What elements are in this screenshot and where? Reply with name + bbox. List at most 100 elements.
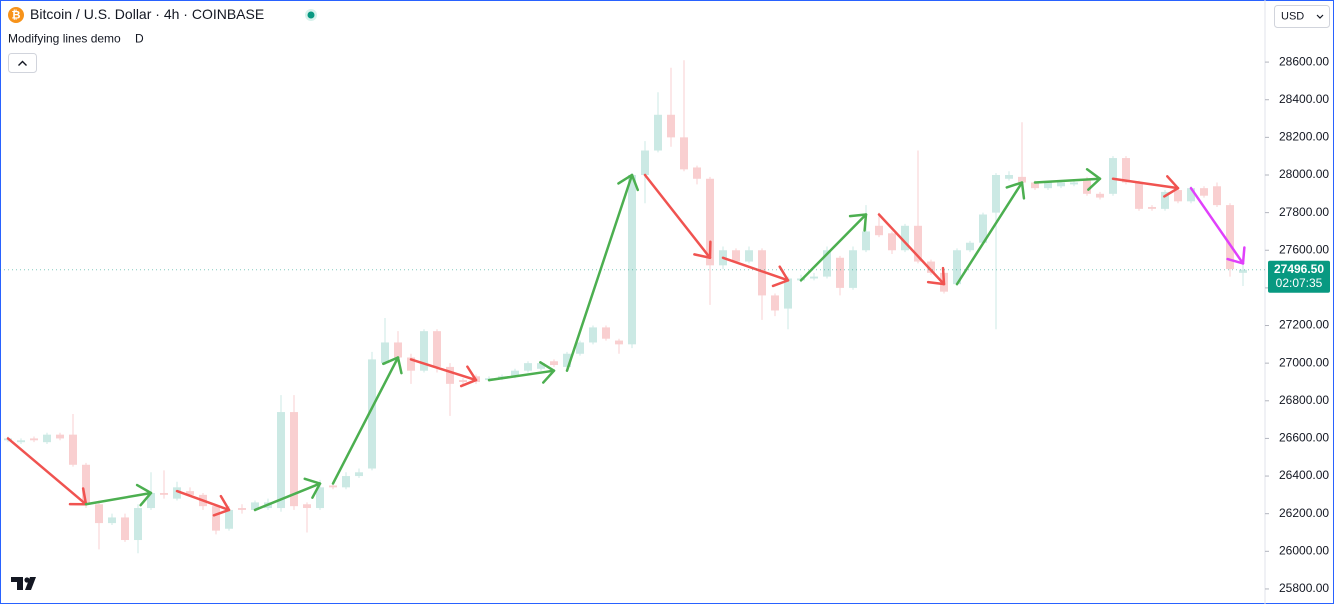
y-tick-label: 27600.00 bbox=[1279, 242, 1329, 256]
candle-body bbox=[17, 440, 25, 443]
candle-body bbox=[693, 167, 701, 179]
candle-body bbox=[745, 250, 753, 262]
arrow-line bbox=[331, 356, 400, 485]
arrow-head bbox=[1226, 246, 1246, 265]
currency: USD bbox=[1281, 10, 1304, 22]
market-status[interactable] bbox=[307, 11, 315, 19]
candle-body bbox=[1005, 174, 1013, 179]
candle-body bbox=[1213, 186, 1221, 206]
candle-body bbox=[1226, 205, 1234, 270]
y-tick-label: 26200.00 bbox=[1279, 506, 1329, 520]
arrow-line bbox=[175, 489, 231, 512]
candle-body bbox=[1096, 193, 1104, 198]
candle-body bbox=[160, 492, 168, 495]
candle-body bbox=[134, 508, 142, 541]
arrow-line bbox=[721, 256, 790, 282]
currency-button[interactable] bbox=[1274, 5, 1330, 28]
candle-body bbox=[1148, 206, 1156, 209]
candle-body bbox=[355, 472, 363, 477]
candle-body bbox=[1122, 158, 1130, 183]
countdown: 02:07:35 bbox=[1276, 276, 1323, 290]
arrow-line bbox=[1033, 177, 1102, 184]
candle-body bbox=[446, 366, 454, 384]
candle-body bbox=[732, 250, 740, 262]
candle-body bbox=[459, 380, 467, 382]
candle-body bbox=[706, 178, 714, 266]
candle-body bbox=[1083, 178, 1091, 194]
arrow-head bbox=[1085, 168, 1102, 191]
candle-body bbox=[589, 327, 597, 343]
candle-body bbox=[524, 363, 532, 371]
candle-body bbox=[381, 342, 389, 364]
currency-caret bbox=[1316, 14, 1324, 19]
y-tick-label: 26600.00 bbox=[1279, 431, 1329, 445]
arrow-head bbox=[848, 213, 868, 232]
candle-body bbox=[225, 509, 233, 529]
candle-body bbox=[95, 504, 103, 524]
y-tick-label: 26400.00 bbox=[1279, 468, 1329, 482]
coin-icon bbox=[8, 7, 24, 23]
candle-body bbox=[849, 250, 857, 288]
candle-body bbox=[1135, 182, 1143, 209]
candle-body bbox=[667, 114, 675, 138]
candle-body bbox=[43, 434, 51, 443]
candle-body bbox=[290, 412, 298, 507]
candle-body bbox=[238, 508, 246, 510]
indicator-suffix: D bbox=[135, 32, 144, 46]
candle-body bbox=[628, 174, 636, 345]
arrow-head bbox=[1163, 175, 1180, 198]
candle-body bbox=[862, 231, 870, 251]
candle-body bbox=[875, 225, 883, 236]
candle-body bbox=[771, 295, 779, 311]
candle-body bbox=[82, 464, 90, 505]
candle-body bbox=[368, 359, 376, 469]
arrow-head bbox=[926, 266, 946, 286]
y-tick-label: 28600.00 bbox=[1279, 54, 1329, 68]
arrow-line bbox=[877, 213, 946, 286]
indicator-title: Modifying lines demo bbox=[8, 32, 121, 46]
arrow-head bbox=[459, 365, 478, 388]
candle-body bbox=[576, 342, 584, 354]
candle-body bbox=[914, 225, 922, 262]
candle-body bbox=[1174, 190, 1182, 202]
coin-icon-glyph: ₿ bbox=[12, 9, 21, 21]
candle-body bbox=[121, 517, 129, 541]
candle-body bbox=[251, 502, 259, 510]
candle-body bbox=[511, 370, 519, 377]
arrow-line bbox=[84, 491, 153, 506]
y-tick-label: 26000.00 bbox=[1279, 543, 1329, 557]
symbol-title: Bitcoin / U.S. Dollar · 4h · COINBASE bbox=[30, 6, 264, 22]
candle-body bbox=[953, 250, 961, 285]
arrow-line bbox=[799, 213, 868, 282]
arrow-line bbox=[955, 181, 1024, 286]
candle-body bbox=[888, 233, 896, 251]
arrow-head bbox=[693, 240, 712, 260]
candle-body bbox=[901, 225, 909, 251]
candle-body bbox=[303, 504, 311, 509]
collapse-icon bbox=[18, 60, 27, 66]
candle-body bbox=[316, 487, 324, 509]
arrow-line bbox=[253, 482, 322, 512]
candle-body bbox=[1031, 182, 1039, 189]
y-tick-label: 27200.00 bbox=[1279, 318, 1329, 332]
arrow-head bbox=[382, 356, 403, 375]
tv-logo-part bbox=[11, 577, 23, 590]
tv-logo-part bbox=[25, 577, 36, 590]
y-tick-label: 26800.00 bbox=[1279, 393, 1329, 407]
candle-body bbox=[758, 250, 766, 296]
candle-body bbox=[680, 137, 688, 170]
candle-body bbox=[277, 412, 285, 509]
collapse-button[interactable] bbox=[8, 53, 37, 73]
candle-body bbox=[407, 357, 415, 371]
candle-body bbox=[641, 150, 649, 175]
arrow-line bbox=[409, 358, 478, 382]
candle-body bbox=[1070, 182, 1078, 185]
candle-body bbox=[1044, 182, 1052, 189]
candle-body bbox=[823, 250, 831, 277]
arrow-line bbox=[643, 173, 712, 260]
tv-logo-part bbox=[24, 577, 30, 583]
y-tick-label: 27000.00 bbox=[1279, 355, 1329, 369]
candle-body bbox=[966, 242, 974, 251]
